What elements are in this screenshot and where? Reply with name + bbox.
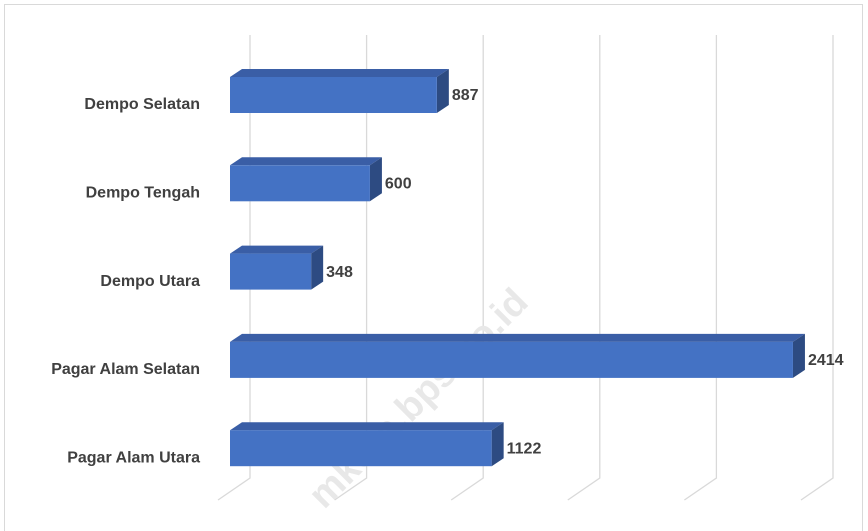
category-label: Dempo Utara <box>100 273 200 290</box>
bar <box>230 77 437 113</box>
bar-side <box>792 333 805 378</box>
bar-top <box>230 157 382 166</box>
bar-top <box>230 333 805 342</box>
category-label: Dempo Selatan <box>84 96 200 113</box>
value-label: 887 <box>452 87 479 104</box>
bar-side <box>436 69 449 113</box>
value-label: 2414 <box>808 352 844 369</box>
bar <box>230 341 793 378</box>
bar <box>230 253 312 290</box>
value-label: 348 <box>326 264 353 281</box>
bar <box>230 430 492 467</box>
grid-line <box>800 35 834 501</box>
grid-line <box>450 35 484 501</box>
grid-line <box>567 35 601 501</box>
bar-top <box>230 422 504 431</box>
value-label: 600 <box>385 176 412 193</box>
bar-side <box>311 245 324 290</box>
value-label: 1122 <box>507 440 542 457</box>
bar-top <box>230 69 449 77</box>
category-label: Pagar Alam Selatan <box>51 361 200 378</box>
category-label: Dempo Tengah <box>86 185 200 202</box>
bar-top <box>230 245 324 254</box>
grid-line <box>684 35 718 501</box>
bar-side <box>369 157 382 202</box>
bar <box>230 165 370 202</box>
category-label: Pagar Alam Utara <box>67 449 200 466</box>
bar-side <box>491 422 504 467</box>
